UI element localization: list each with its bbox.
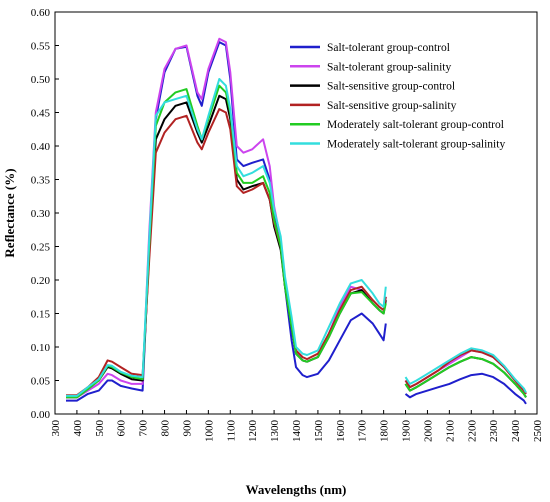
y-tick-label: 0.35 [31, 175, 51, 187]
legend-label: Salt-tolerant group-salinity [327, 61, 451, 73]
legend-label: Salt-sensitive group-salinity [327, 100, 457, 112]
x-tick-label: 800 [160, 420, 172, 437]
series-layer [66, 37, 527, 405]
x-tick-label: 1400 [291, 420, 303, 443]
legend-label: Salt-tolerant group-control [327, 42, 450, 54]
x-tick-label: 2200 [466, 420, 478, 443]
x-tick-label: 900 [181, 420, 193, 437]
x-tick-label: 500 [94, 420, 106, 437]
x-tick-label: 2400 [510, 420, 522, 443]
x-tick-label: 2300 [488, 420, 500, 443]
x-tick-label: 1300 [269, 420, 281, 443]
y-tick-label: 0.00 [31, 409, 51, 421]
x-tick-label: 1100 [225, 420, 237, 442]
y-tick-label: 0.20 [31, 275, 51, 287]
y-tick-label: 0.25 [31, 242, 51, 254]
x-tick-label: 700 [138, 420, 150, 437]
x-tick-label: 1000 [203, 420, 215, 443]
series-6 [66, 78, 527, 397]
series-line [66, 78, 387, 397]
series-line [66, 108, 387, 397]
y-tick-label: 0.55 [31, 41, 51, 53]
series-line [404, 347, 527, 394]
x-tick-label: 1900 [401, 420, 413, 443]
x-tick-label: 400 [72, 420, 84, 437]
x-tick-label: 1500 [313, 420, 325, 443]
y-tick-label: 0.60 [31, 7, 51, 19]
legend: Salt-tolerant group-control Salt-tolerant… [290, 42, 505, 151]
series-line [404, 372, 527, 405]
x-tick-label: 2500 [532, 420, 544, 443]
x-tick-label: 1800 [379, 420, 391, 443]
y-tick-label: 0.10 [31, 342, 51, 354]
y-tick-label: 0.30 [31, 208, 51, 220]
y-tick-label: 0.15 [31, 309, 51, 321]
series-5 [66, 84, 527, 399]
y-tick-label: 0.05 [31, 376, 51, 388]
x-tick-label: 1200 [247, 420, 259, 443]
series-line [66, 84, 387, 399]
legend-label: Moderately salt-tolerant group-control [327, 119, 504, 131]
y-tick-label: 0.50 [31, 74, 51, 86]
y-tick-label: 0.45 [31, 108, 51, 120]
legend-label: Moderately salt-tolerant group-salinity [327, 139, 505, 151]
y-tick-label: 0.40 [31, 141, 51, 153]
x-tick-label: 2100 [444, 420, 456, 443]
series-line [404, 356, 527, 398]
y-axis-title: Reflectance (%) [2, 168, 17, 257]
axes-layer: 0.00 0.05 0.10 0.15 0.20 0.25 0.30 0.35 0.40 0.45… [31, 7, 544, 442]
x-tick-label: 1600 [335, 420, 347, 443]
x-tick-label: 300 [50, 420, 62, 437]
legend-label: Salt-sensitive group-control [327, 81, 455, 93]
x-tick-label: 2000 [422, 420, 434, 443]
x-tick-label: 1700 [357, 420, 369, 443]
x-tick-label: 600 [116, 420, 128, 437]
x-axis-title: Wavelengths (nm) [246, 482, 347, 497]
